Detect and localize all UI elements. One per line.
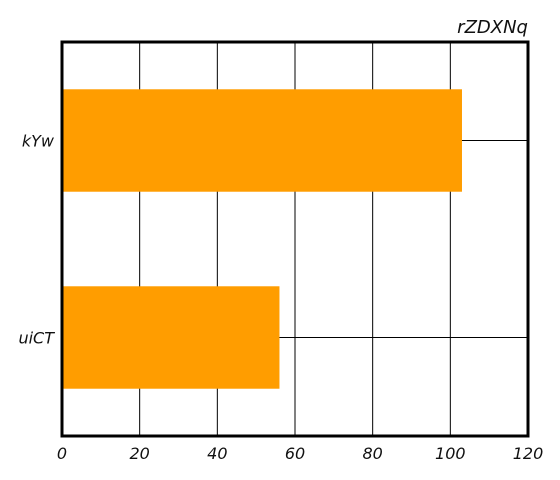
x-tick-label-4: 80 (362, 444, 382, 463)
y-tick-label-1: uiCT (18, 329, 55, 348)
bar-uiCT (62, 286, 280, 389)
plot-frame (60, 40, 530, 438)
x-tick-label-1: 20 (129, 444, 149, 463)
bars (62, 89, 462, 389)
y-tick-labels: kYw uiCT (18, 132, 55, 348)
x-tick-label-2: 40 (207, 444, 227, 463)
x-tick-label-3: 60 (285, 444, 305, 463)
bar-kYw (62, 89, 462, 192)
y-tick-label-0: kYw (22, 132, 55, 151)
x-tick-label-6: 120 (513, 444, 544, 463)
x-tick-labels: 0 20 40 60 80 100 120 (57, 444, 543, 463)
x-tick-label-5: 100 (435, 444, 466, 463)
chart-title: rZDXNq (457, 17, 528, 38)
x-tick-label-0: 0 (57, 444, 67, 463)
